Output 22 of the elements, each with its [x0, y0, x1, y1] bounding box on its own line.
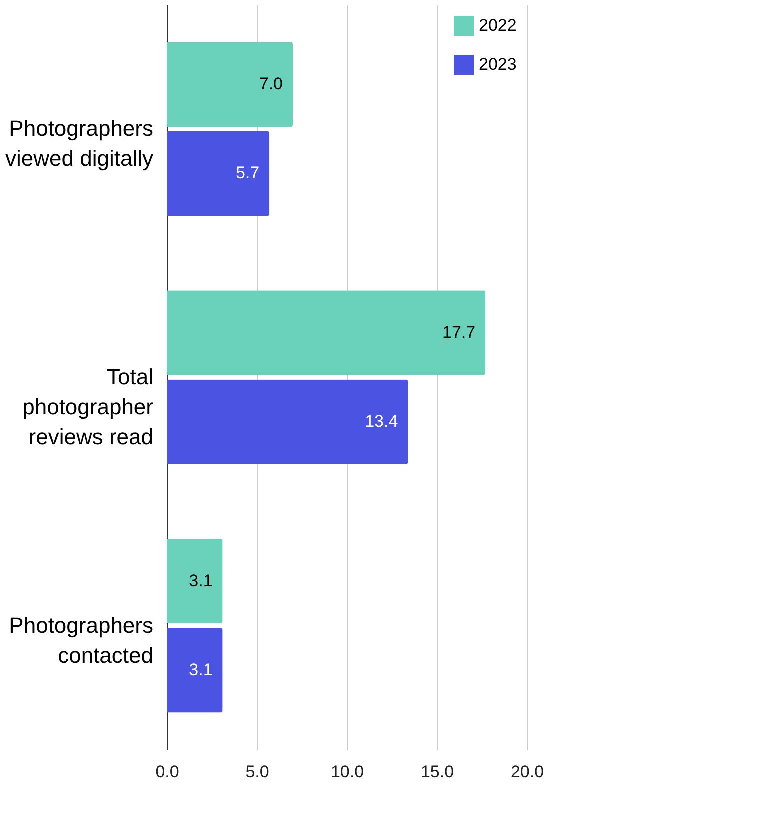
data-label: 5.7 [236, 164, 260, 183]
bar [167, 628, 223, 713]
x-tick-label: 20.0 [510, 762, 544, 782]
bar [167, 538, 223, 624]
y-tick-label: Photographers viewed digitally [6, 116, 154, 172]
legend-label: 2022 [479, 16, 517, 35]
bar [167, 380, 408, 464]
bar [167, 131, 270, 216]
legend-label: 2023 [479, 55, 517, 74]
x-tick-label: 15.0 [420, 762, 454, 782]
data-label: 13.4 [365, 412, 398, 432]
x-tick-label: 10.0 [330, 762, 364, 782]
x-tick-label: 0.0 [156, 762, 180, 782]
data-label: 7.0 [259, 74, 283, 94]
data-label: 3.1 [189, 571, 213, 590]
bar [167, 42, 293, 127]
y-tick-label: Total photographer reviews read [22, 364, 154, 450]
data-label: 3.1 [189, 660, 213, 680]
x-tick-label: 5.0 [246, 762, 270, 782]
data-label: 17.7 [442, 322, 476, 342]
bar [167, 290, 486, 376]
y-tick-label: Photographers contacted [9, 612, 154, 668]
